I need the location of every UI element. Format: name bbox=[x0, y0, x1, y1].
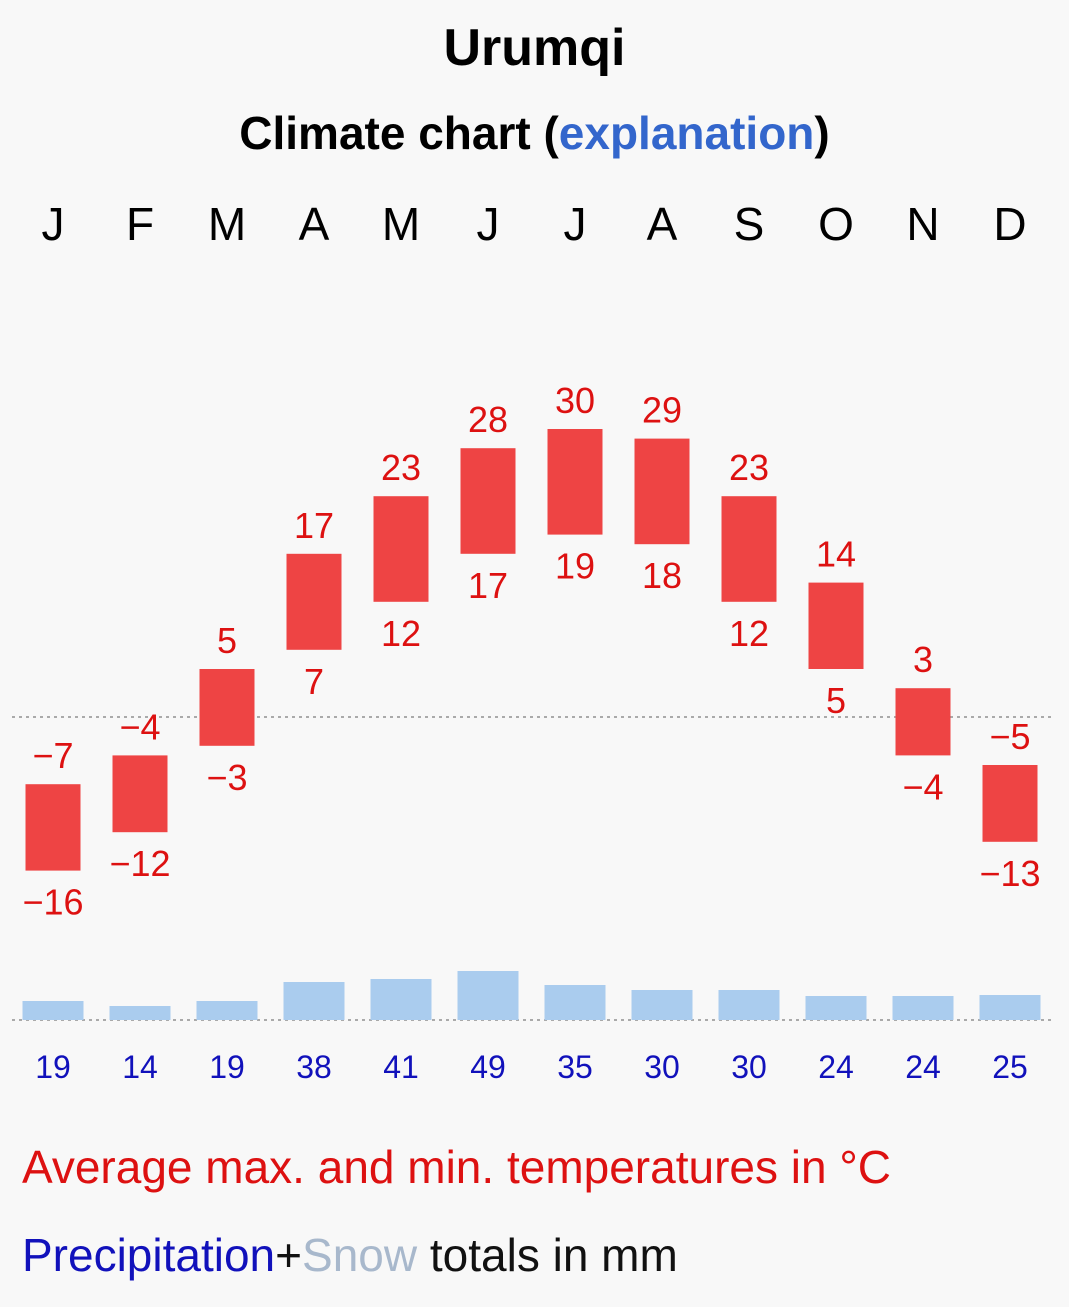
precip-bar bbox=[109, 1006, 171, 1020]
max-temp-label: 3 bbox=[913, 639, 933, 680]
chart-title: Urumqi bbox=[443, 19, 626, 77]
min-temp-label: 12 bbox=[729, 613, 769, 654]
temp-bar bbox=[199, 669, 255, 746]
min-temp-label: −3 bbox=[206, 757, 247, 798]
min-temp-label: 17 bbox=[468, 565, 508, 606]
legend-precip-word: Precipitation bbox=[22, 1229, 276, 1281]
explanation-link[interactable]: explanation bbox=[558, 107, 815, 159]
precip-bar bbox=[718, 990, 780, 1020]
month-label: O bbox=[818, 198, 854, 250]
legend-plus: + bbox=[275, 1229, 303, 1281]
precip-label: 38 bbox=[296, 1049, 332, 1085]
month-label: J bbox=[477, 198, 500, 250]
temp-bar bbox=[460, 448, 516, 554]
precip-label: 24 bbox=[818, 1049, 854, 1085]
temp-bar bbox=[547, 429, 603, 535]
temp-bar bbox=[982, 765, 1038, 842]
precip-label: 19 bbox=[35, 1049, 71, 1085]
max-temp-label: −7 bbox=[32, 735, 73, 776]
month-label: F bbox=[126, 198, 154, 250]
month-label: S bbox=[734, 198, 765, 250]
min-temp-label: −4 bbox=[902, 766, 943, 807]
precip-bar bbox=[22, 1001, 84, 1020]
min-temp-label: 7 bbox=[304, 661, 324, 702]
legend-temperature: Average max. and min. temperatures in °C bbox=[22, 1141, 891, 1193]
max-temp-label: 23 bbox=[381, 447, 421, 488]
subtitle-suffix: ) bbox=[814, 107, 830, 159]
month-label: A bbox=[647, 198, 678, 250]
max-temp-label: −4 bbox=[119, 706, 160, 747]
max-temp-label: 5 bbox=[217, 620, 237, 661]
min-temp-label: 5 bbox=[826, 680, 846, 721]
min-temp-label: −16 bbox=[22, 882, 83, 923]
month-label: A bbox=[299, 198, 330, 250]
legend-snow-word: Snow bbox=[302, 1229, 418, 1281]
precip-label: 30 bbox=[644, 1049, 680, 1085]
precip-bar bbox=[631, 990, 693, 1020]
month-label: N bbox=[906, 198, 939, 250]
precip-label: 49 bbox=[470, 1049, 506, 1085]
precip-bar bbox=[544, 985, 606, 1020]
precip-bar bbox=[283, 982, 345, 1020]
precip-label: 41 bbox=[383, 1049, 419, 1085]
precip-label: 35 bbox=[557, 1049, 593, 1085]
max-temp-label: 17 bbox=[294, 505, 334, 546]
min-temp-label: 18 bbox=[642, 555, 682, 596]
precip-label: 24 bbox=[905, 1049, 941, 1085]
min-temp-label: 19 bbox=[555, 546, 595, 587]
month-label: J bbox=[564, 198, 587, 250]
chart-subtitle: Climate chart (explanation) bbox=[0, 106, 1069, 160]
temp-bar bbox=[721, 496, 777, 602]
temp-bar bbox=[895, 688, 951, 756]
temp-bar bbox=[808, 582, 864, 669]
precip-label: 25 bbox=[992, 1049, 1028, 1085]
min-temp-label: 12 bbox=[381, 613, 421, 654]
max-temp-label: 29 bbox=[642, 390, 682, 431]
precip-bar bbox=[979, 995, 1041, 1020]
precip-bar bbox=[892, 996, 954, 1020]
precip-label: 30 bbox=[731, 1049, 767, 1085]
month-label: M bbox=[208, 198, 246, 250]
temp-bar bbox=[25, 784, 81, 871]
precip-label: 14 bbox=[122, 1049, 158, 1085]
legend-totals: totals in mm bbox=[417, 1229, 678, 1281]
precip-label: 19 bbox=[209, 1049, 245, 1085]
precip-bar bbox=[805, 996, 867, 1020]
max-temp-label: 23 bbox=[729, 447, 769, 488]
temp-bar bbox=[373, 496, 429, 602]
max-temp-label: 28 bbox=[468, 399, 508, 440]
max-temp-label: 30 bbox=[555, 380, 595, 421]
max-temp-label: 14 bbox=[816, 534, 856, 575]
month-label: D bbox=[993, 198, 1026, 250]
temp-bar bbox=[112, 755, 168, 833]
month-label: M bbox=[382, 198, 420, 250]
temp-bar bbox=[634, 438, 690, 545]
min-temp-label: −13 bbox=[979, 853, 1040, 894]
subtitle-prefix: Climate chart ( bbox=[239, 107, 559, 159]
precip-bar bbox=[196, 1001, 258, 1020]
min-temp-label: −12 bbox=[109, 843, 170, 884]
precip-bar bbox=[370, 979, 432, 1020]
legend-precipitation: Precipitation+Snow totals in mm bbox=[22, 1228, 678, 1282]
max-temp-label: −5 bbox=[989, 716, 1030, 757]
temp-bar bbox=[286, 553, 342, 650]
precip-bar bbox=[457, 971, 519, 1020]
month-label: J bbox=[42, 198, 65, 250]
